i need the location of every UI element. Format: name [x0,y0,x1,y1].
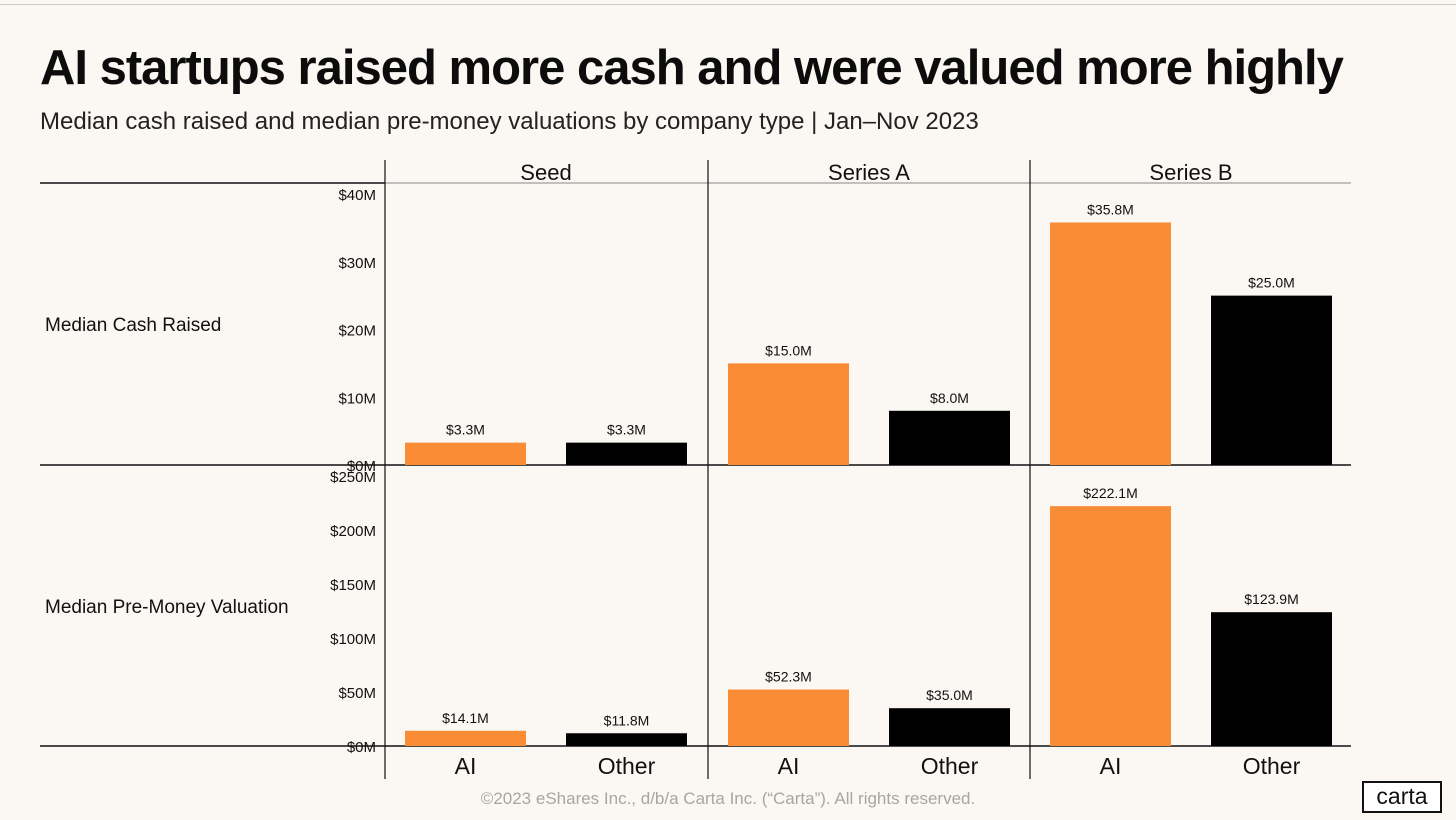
bar-other [1211,295,1332,465]
top-rule [0,4,1456,5]
bar-ai [728,689,849,746]
bar-ai [405,442,526,465]
y-tick-label: $40M [338,187,376,204]
data-label: $3.3M [607,422,646,438]
x-category-label: Other [1243,753,1301,779]
x-category-label: Other [921,753,979,779]
row-label: Median Pre-Money Valuation [45,597,289,618]
x-category-label: Other [598,753,656,779]
bar-ai [1050,222,1171,465]
y-tick-label: $250M [330,469,376,486]
y-tick-label: $0M [347,739,376,756]
bar-other [566,733,687,746]
data-label: $52.3M [765,669,812,685]
x-category-label: AI [455,753,477,779]
data-label: $8.0M [930,390,969,406]
y-tick-label: $50M [338,685,376,702]
bar-other [566,442,687,465]
data-label: $123.9M [1244,591,1298,607]
y-tick-label: $20M [338,323,376,340]
data-label: $3.3M [446,422,485,438]
bar-ai [405,730,526,746]
bar-ai [1050,506,1171,746]
y-tick-label: $10M [338,390,376,407]
x-category-label: AI [778,753,800,779]
y-tick-label: $0M [347,458,376,475]
y-tick-label: $100M [330,631,376,648]
data-label: $11.8M [604,712,650,728]
stage-header: Seed [520,160,571,185]
y-tick-label: $30M [338,255,376,272]
row-label: Median Cash Raised [45,315,221,336]
data-label: $35.8M [1087,201,1134,217]
stage-header: Series A [828,160,910,185]
data-label: $15.0M [765,342,812,358]
data-label: $14.1M [442,710,489,726]
chart-title: AI startups raised more cash and were va… [40,41,1344,95]
bar-other [889,410,1010,465]
data-label: $35.0M [926,687,973,703]
chart-subtitle: Median cash raised and median pre-money … [40,108,979,135]
stage-header: Series B [1149,160,1232,185]
x-category-label: AI [1100,753,1122,779]
data-label: $222.1M [1083,485,1137,501]
bar-other [1211,612,1332,746]
bar-ai [728,363,849,465]
copyright-footer: ©2023 eShares Inc., d/b/a Carta Inc. (“C… [480,789,976,808]
bar-other [889,708,1010,746]
carta-logo: carta [1362,781,1442,813]
data-label: $25.0M [1248,275,1295,291]
y-tick-label: $200M [330,523,376,540]
y-tick-label: $150M [330,577,376,594]
